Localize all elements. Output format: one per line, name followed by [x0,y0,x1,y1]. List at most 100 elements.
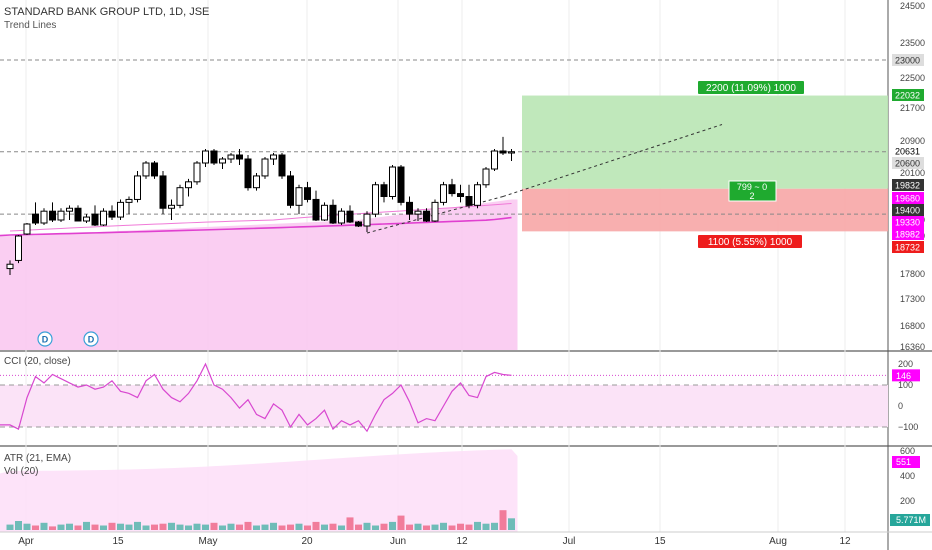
candle [193,162,201,183]
candle [117,201,124,218]
volume-bar [134,521,141,530]
y-tick-label: 17800 [900,269,925,279]
moving-average-line [0,216,512,237]
candle [253,175,260,189]
candle [236,154,243,160]
candle [125,198,133,203]
x-tick-label: 12 [456,536,468,547]
volume-bar [448,525,456,530]
volume-bar [49,526,56,530]
candle [270,154,277,160]
y-tick-label: 23500 [900,38,925,48]
candle [389,166,396,197]
price-badge [892,54,924,66]
candle [210,150,218,164]
price-badge-text: 23000 [895,56,920,66]
candle [329,204,337,224]
price-badge-text: 18982 [895,230,920,240]
x-tick-label: Jul [563,536,576,547]
candle [295,187,303,206]
candle [40,210,48,224]
volume-bar [253,525,260,530]
candle [32,213,39,224]
candle [219,158,226,164]
stop-label-text: 1100 (5.55%) 1000 [708,237,793,248]
volume-bar [329,523,337,530]
x-tick-label: 20 [301,536,313,547]
x-tick-label: 15 [112,536,124,547]
volume-bar [74,525,82,530]
x-tick-label: Apr [18,536,34,547]
volume-bar [355,524,362,530]
candle [151,162,158,177]
volume-bar [142,525,150,530]
volume-bar [244,521,252,530]
volume-bar [457,523,464,530]
candle [15,235,22,261]
candle [321,204,328,221]
candle [202,150,209,164]
atr-pane-label: ATR (21, EMA) [4,453,72,464]
volume-bar [151,524,158,530]
profit-zone [522,95,888,189]
price-badge [892,192,924,204]
atr-area [0,449,518,532]
trend-line-projection [502,124,723,197]
price-badge [892,241,924,253]
y-tick-label: 20100 [900,168,925,178]
x-tick-label: Aug [769,536,787,547]
candle [278,154,286,177]
volume-bar [40,522,48,530]
volume-bar [338,525,345,530]
volume-bar [66,523,73,530]
risk-reward-line1: 799 ~ 0 [737,182,767,192]
volume-bar [295,523,303,530]
volume-bar [108,522,116,530]
candle [108,210,116,218]
candle [440,184,447,203]
candle [100,210,107,226]
volume-bar [380,523,388,530]
x-tick-label: Jun [390,536,406,547]
volume-value-text: 5.771M [896,515,926,525]
candle [304,187,311,200]
price-badge [892,157,924,169]
volume-bar [32,525,39,530]
candle [465,196,473,206]
volume-bar [202,524,209,530]
x-tick-label: 12 [839,536,851,547]
candle [6,263,14,270]
cci-tick-label: 200 [898,359,913,369]
volume-bar [6,524,14,530]
volume-bar [363,522,371,530]
volume-bar [491,522,498,530]
candle [312,198,320,221]
y-tick-label: 22500 [900,73,925,83]
price-badge-text: 20631 [895,147,920,157]
volume-bar [423,525,430,530]
volume-bar [83,521,90,530]
candle [91,213,99,226]
volume-bar [236,524,243,530]
risk-reward-line2: 2 [749,191,754,201]
moving-average-line-2 [9,202,512,232]
volume-value-badge [890,514,930,526]
candle [431,201,439,222]
price-badge-text: 22032 [895,91,920,101]
volume-bar [125,524,133,530]
dividend-marker-text: D [42,335,49,345]
target-label-text: 2200 (11.09%) 1000 [706,83,796,94]
volume-bar [440,522,447,530]
price-badge-text: 19680 [895,194,920,204]
volume-bar [287,524,294,530]
loss-zone [522,188,888,232]
volume-bar [227,523,235,530]
atr-tick-label: 600 [900,446,915,456]
volume-bar [414,523,422,530]
volume-bar [499,510,507,530]
candle [397,166,405,203]
cci-pane-label: CCI (20, close) [4,356,71,367]
volume-bar [312,521,320,530]
volume-bar [159,523,167,530]
